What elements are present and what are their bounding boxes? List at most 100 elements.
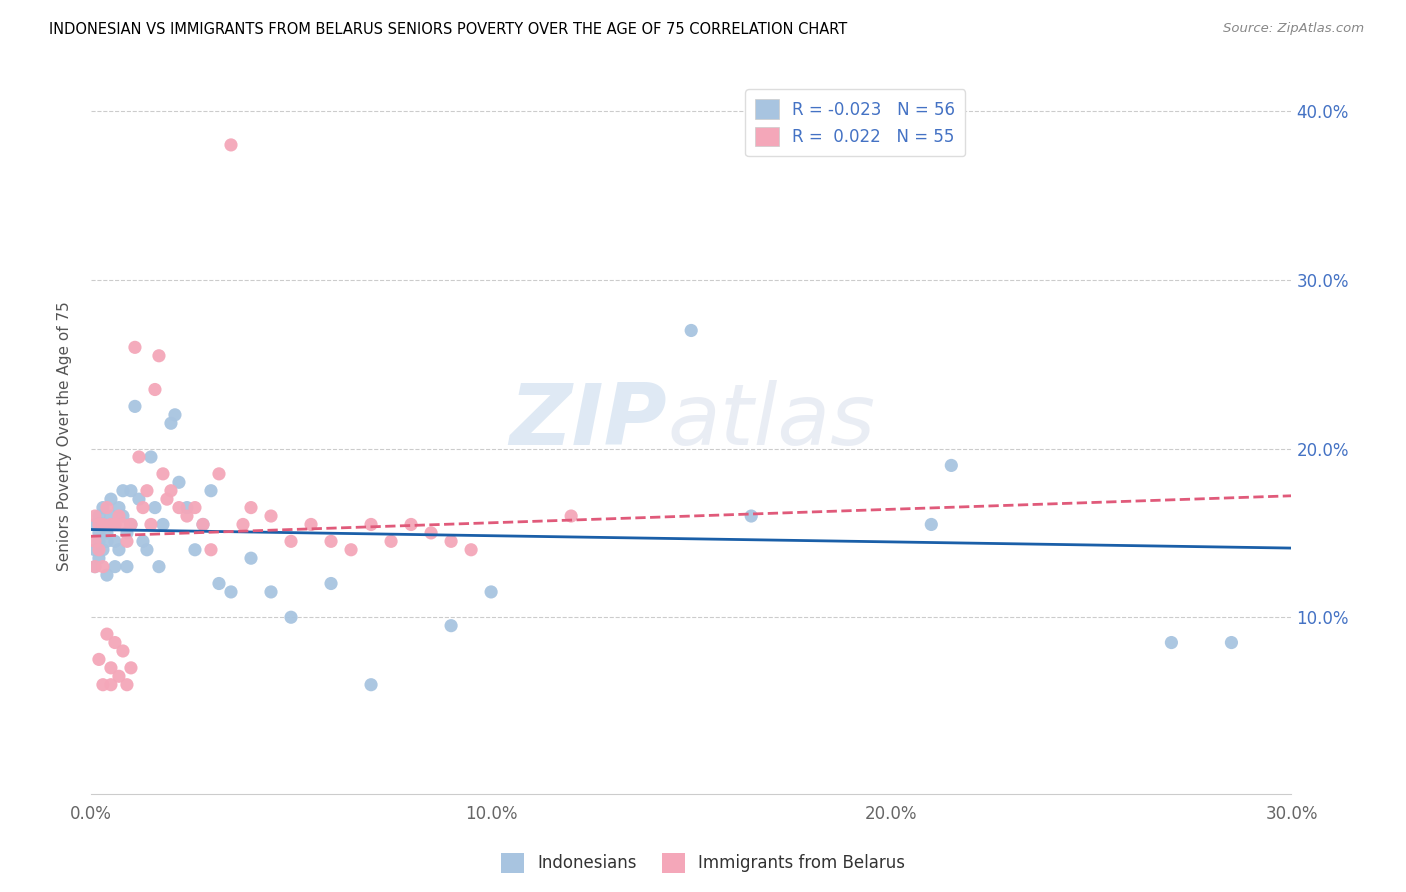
Point [96, 534, 118, 549]
Point [111, 483, 134, 498]
Point [479, 585, 502, 599]
Point [941, 458, 963, 473]
Point [96, 525, 118, 540]
Point [120, 517, 142, 532]
Point [84, 559, 107, 574]
Point [124, 340, 146, 354]
Point [91, 678, 114, 692]
Point [84, 559, 107, 574]
Point [108, 500, 131, 515]
Point [148, 559, 170, 574]
Point [96, 568, 118, 582]
Point [399, 517, 422, 532]
Text: Source: ZipAtlas.com: Source: ZipAtlas.com [1223, 22, 1364, 36]
Point [91, 517, 114, 532]
Point [91, 542, 114, 557]
Point [299, 517, 322, 532]
Text: atlas: atlas [668, 380, 875, 463]
Point [152, 517, 174, 532]
Point [176, 500, 198, 515]
Point [191, 517, 214, 532]
Text: INDONESIAN VS IMMIGRANTS FROM BELARUS SENIORS POVERTY OVER THE AGE OF 75 CORRELA: INDONESIAN VS IMMIGRANTS FROM BELARUS SE… [49, 22, 848, 37]
Point [160, 483, 183, 498]
Point [124, 400, 146, 414]
Point [200, 542, 222, 557]
Point [87, 534, 110, 549]
Legend: Indonesians, Immigrants from Belarus: Indonesians, Immigrants from Belarus [494, 847, 912, 880]
Point [111, 644, 134, 658]
Point [87, 509, 110, 524]
Point [148, 349, 170, 363]
Point [460, 542, 482, 557]
Point [380, 534, 402, 549]
Point [87, 525, 110, 540]
Point [143, 383, 166, 397]
Point [91, 559, 114, 574]
Point [91, 517, 114, 532]
Point [319, 534, 342, 549]
Point [104, 534, 127, 549]
Point [184, 500, 207, 515]
Point [260, 585, 283, 599]
Point [120, 483, 142, 498]
Point [240, 551, 263, 566]
Point [87, 542, 110, 557]
Point [184, 542, 207, 557]
Point [96, 627, 118, 641]
Point [219, 137, 242, 152]
Point [100, 509, 122, 524]
Point [104, 635, 127, 649]
Point [208, 467, 231, 481]
Point [84, 542, 107, 557]
Point [91, 500, 114, 515]
Point [440, 534, 463, 549]
Point [96, 500, 118, 515]
Point [167, 500, 190, 515]
Point [240, 500, 263, 515]
Point [128, 450, 150, 464]
Point [156, 492, 179, 507]
Point [136, 483, 159, 498]
Point [120, 517, 142, 532]
Point [136, 542, 159, 557]
Point [200, 483, 222, 498]
Point [260, 509, 283, 524]
Point [360, 678, 382, 692]
Point [160, 416, 183, 430]
Point [219, 585, 242, 599]
Point [100, 492, 122, 507]
Point [920, 517, 942, 532]
Point [176, 509, 198, 524]
Text: ZIP: ZIP [509, 380, 668, 463]
Point [87, 517, 110, 532]
Point [87, 551, 110, 566]
Point [420, 525, 443, 540]
Point [115, 678, 138, 692]
Point [440, 618, 463, 632]
Point [319, 576, 342, 591]
Point [132, 500, 155, 515]
Point [143, 500, 166, 515]
Point [232, 517, 254, 532]
Y-axis label: Seniors Poverty Over the Age of 75: Seniors Poverty Over the Age of 75 [58, 301, 72, 571]
Point [139, 450, 162, 464]
Point [115, 534, 138, 549]
Point [740, 509, 762, 524]
Point [208, 576, 231, 591]
Point [100, 517, 122, 532]
Point [340, 542, 363, 557]
Point [87, 652, 110, 666]
Point [280, 610, 302, 624]
Point [100, 678, 122, 692]
Point [108, 669, 131, 683]
Point [84, 509, 107, 524]
Point [191, 517, 214, 532]
Point [84, 534, 107, 549]
Point [167, 475, 190, 490]
Point [108, 542, 131, 557]
Point [280, 534, 302, 549]
Point [100, 661, 122, 675]
Point [104, 517, 127, 532]
Point [115, 525, 138, 540]
Point [152, 467, 174, 481]
